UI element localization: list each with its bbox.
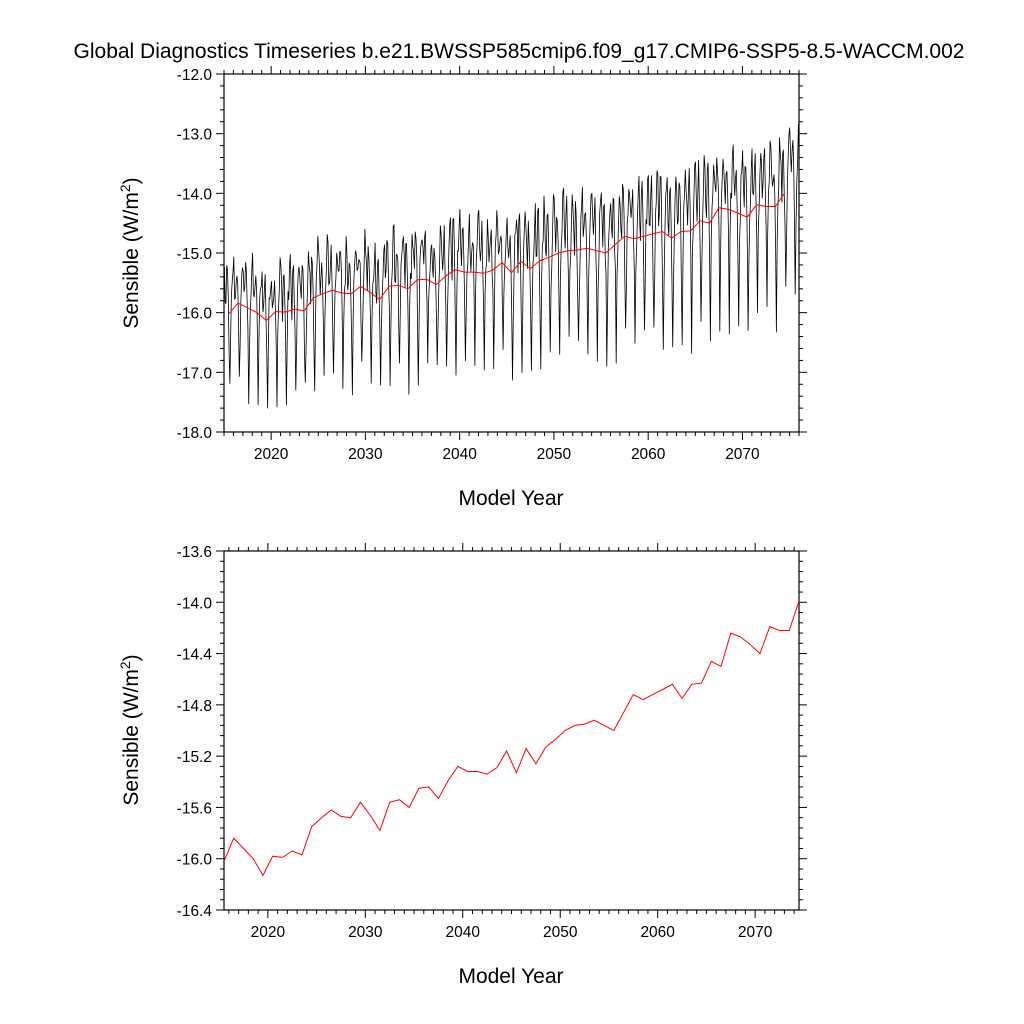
top-y-tick-label: -16.0 — [177, 306, 213, 323]
top-y-tick-label: -18.0 — [177, 425, 213, 442]
top-x-tick-label: 2030 — [348, 446, 383, 463]
bottom-y-tick-label: -14.4 — [177, 647, 213, 664]
bottom-annual-series-line — [223, 600, 800, 877]
top-data-lines — [224, 124, 799, 409]
bottom-y-tick-label: -16.4 — [177, 903, 213, 920]
bottom-y-tick-label: -16.0 — [177, 852, 213, 869]
top-axis-ticks — [216, 66, 807, 440]
bottom-x-tick-label: 2030 — [348, 924, 383, 941]
top-x-tick-label: 2060 — [631, 446, 666, 463]
bottom-data-lines — [223, 600, 800, 877]
bottom-y-tick-label: -15.6 — [177, 800, 212, 817]
top-x-tick-label: 2020 — [254, 446, 289, 463]
top-y-tick-label: -13.0 — [177, 127, 213, 144]
bottom-x-tick-labels: 2020 2030 2040 2050 2060 2070 — [251, 924, 773, 941]
bottom-y-axis-label: Sensible (W/m2) — [117, 654, 143, 805]
bottom-x-tick-label: 2020 — [251, 924, 286, 941]
top-plot-frame — [223, 73, 800, 433]
top-y-tick-labels: -18.0 -17.0 -16.0 -15.0 -14.0 -13.0 -12.0 — [177, 67, 213, 442]
top-y-tick-label: -14.0 — [177, 186, 213, 203]
top-x-axis-label: Model Year — [458, 487, 563, 510]
bottom-y-tick-label: -15.2 — [177, 749, 212, 766]
top-timeseries-panel: -18.0 -17.0 -16.0 -15.0 -14.0 -13.0 -12.0 2020… — [117, 66, 807, 510]
top-y-axis-label: Sensible (W/m2) — [117, 177, 143, 328]
bottom-y-tick-label: -14.0 — [177, 595, 213, 612]
top-y-tick-label: -12.0 — [177, 67, 213, 84]
bottom-y-tick-label: -14.8 — [177, 698, 212, 715]
figure-title: Global Diagnostics Timeseries b.e21.BWSS… — [74, 40, 965, 63]
top-x-tick-label: 2040 — [442, 446, 477, 463]
top-monthly-series-line — [224, 124, 799, 409]
bottom-x-tick-label: 2050 — [543, 924, 578, 941]
top-x-tick-label: 2050 — [537, 446, 572, 463]
top-annual-series-line — [228, 192, 786, 322]
bottom-x-tick-label: 2060 — [640, 924, 675, 941]
top-x-tick-labels: 2020 2030 2040 2050 2060 2070 — [254, 446, 760, 463]
bottom-x-tick-label: 2040 — [446, 924, 481, 941]
bottom-annual-panel: -16.4 -16.0 -15.6 -15.2 -14.8 -14.4 -14.0 -13.6… — [117, 543, 807, 988]
top-y-tick-label: -15.0 — [177, 246, 213, 263]
bottom-plot-frame — [223, 550, 800, 911]
bottom-axis-ticks — [216, 543, 807, 918]
bottom-x-axis-label: Model Year — [458, 965, 563, 988]
bottom-x-tick-label: 2070 — [738, 924, 773, 941]
bottom-y-tick-labels: -16.4 -16.0 -15.6 -15.2 -14.8 -14.4 -14.0 -13.6 — [177, 544, 213, 920]
top-y-tick-label: -17.0 — [177, 365, 213, 382]
top-x-tick-label: 2070 — [725, 446, 760, 463]
bottom-y-tick-label: -13.6 — [177, 544, 212, 561]
